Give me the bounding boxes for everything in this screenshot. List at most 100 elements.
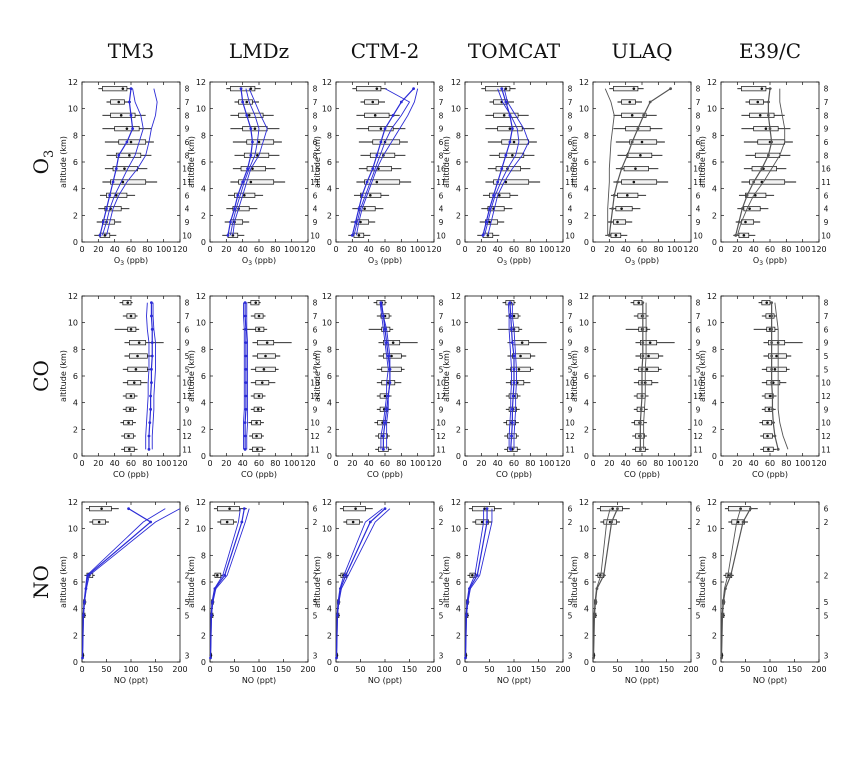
x-tick-label: 80 [781, 245, 791, 254]
sample-count: 9 [439, 405, 444, 414]
sample-count: 3 [696, 651, 701, 660]
x-axis-label: CO (ppb) [496, 470, 532, 479]
x-tick-label: 50 [355, 665, 365, 674]
sample-count: 5 [185, 352, 190, 361]
model-point [641, 354, 645, 358]
sample-count: 6 [313, 138, 318, 147]
obs-mean-point [632, 180, 636, 184]
x-tick-label: 60 [126, 459, 136, 468]
y-tick-label: 8 [712, 131, 717, 140]
sample-count: 12 [182, 432, 192, 441]
x-tick-label: 0 [718, 665, 723, 674]
model-point [768, 127, 772, 131]
model-point [150, 354, 154, 358]
x-tick-label: 0 [462, 459, 467, 468]
row-label: CO [29, 360, 53, 392]
model-profile-line [484, 88, 520, 236]
y-tick-label: 4 [712, 185, 717, 194]
model-point [770, 327, 774, 331]
obs-mean-point [265, 341, 269, 344]
y-tick-label: 2 [712, 425, 717, 434]
x-tick-label: 60 [765, 459, 775, 468]
sample-count: 6 [696, 505, 701, 514]
x-axis-label: CO (ppb) [113, 470, 149, 479]
obs-mean-point [498, 194, 501, 197]
y-tick-label: 10 [196, 105, 206, 114]
sample-count: 10 [821, 419, 831, 428]
model-point [745, 193, 749, 197]
obs-mean-point [648, 341, 652, 344]
y-tick-label: 6 [456, 578, 461, 587]
sample-count: 2 [696, 571, 701, 580]
y-axis-label: altitude (km) [59, 136, 68, 188]
model-profile-line [355, 88, 419, 236]
y-tick-label: 12 [579, 78, 589, 87]
y-tick-label: 0 [456, 452, 461, 461]
y-axis-label: altitude (km) [570, 350, 579, 402]
x-tick-label: 80 [396, 459, 406, 468]
model-profile-line [151, 302, 156, 450]
x-axis-label: NO (ppt) [114, 676, 148, 685]
y-axis-label: altitude (km) [313, 556, 322, 608]
obs-mean-point [117, 100, 121, 104]
model-point [371, 167, 375, 171]
y-tick-label: 10 [579, 105, 589, 114]
y-tick-label: 10 [68, 319, 78, 328]
model-point [492, 193, 495, 197]
model-profile-line [227, 88, 254, 236]
model-point [239, 87, 243, 91]
model-point [344, 573, 348, 577]
sample-count: 2 [439, 571, 444, 580]
obs-box [487, 206, 505, 212]
obs-mean-point [129, 140, 133, 144]
model-point [101, 220, 105, 224]
x-tick-label: 40 [493, 459, 503, 468]
model-point [776, 447, 780, 451]
model-point [508, 140, 512, 144]
subplot-CO-tm3: 0 20 40 60 80 100 120 0 2 4 6 8 10 12 CO (ppb) altitude… [59, 292, 192, 479]
y-tick-label: 6 [327, 158, 332, 167]
sample-count: 7 [313, 98, 318, 107]
obs-mean-point [748, 207, 751, 210]
sample-count: 10 [182, 379, 192, 388]
obs-mean-point [383, 394, 387, 398]
plot-frame [81, 295, 181, 457]
y-tick-label: 8 [584, 131, 589, 140]
x-tick-label: 80 [142, 245, 152, 254]
model-point [610, 520, 614, 524]
obs-mean-point [766, 421, 769, 424]
obs-box [364, 112, 390, 118]
x-axis-label: NO (ppt) [753, 676, 787, 685]
model-point [399, 100, 403, 104]
obs-mean-point [742, 234, 746, 237]
y-axis-label: altitude (km) [698, 136, 707, 188]
sample-count: 8 [439, 111, 444, 120]
x-tick-label: 100 [156, 245, 171, 254]
x-tick-label: 150 [659, 665, 674, 674]
model-point [500, 167, 504, 171]
x-tick-label: 100 [667, 459, 682, 468]
model-point [391, 113, 395, 117]
x-tick-label: 120 [683, 245, 698, 254]
y-tick-label: 12 [707, 78, 717, 87]
obs-box [741, 219, 755, 225]
sample-count: 8 [313, 299, 318, 308]
x-tick-label: 120 [426, 245, 441, 254]
model-point [244, 394, 248, 398]
x-tick-label: 100 [795, 459, 810, 468]
model-point [368, 520, 372, 524]
obs-mean-point [767, 448, 770, 451]
y-tick-label: 8 [201, 131, 206, 140]
model-point [350, 233, 354, 237]
model-profile-line [507, 302, 512, 450]
obs-mean-point [257, 394, 261, 398]
model-point [383, 327, 387, 331]
y-tick-label: 12 [451, 292, 461, 301]
obs-box [238, 179, 275, 185]
model-point [236, 193, 240, 197]
obs-mean-point [471, 574, 474, 577]
y-tick-label: 8 [73, 131, 78, 140]
sample-count: 9 [313, 125, 318, 134]
sample-count: 8 [824, 151, 829, 160]
